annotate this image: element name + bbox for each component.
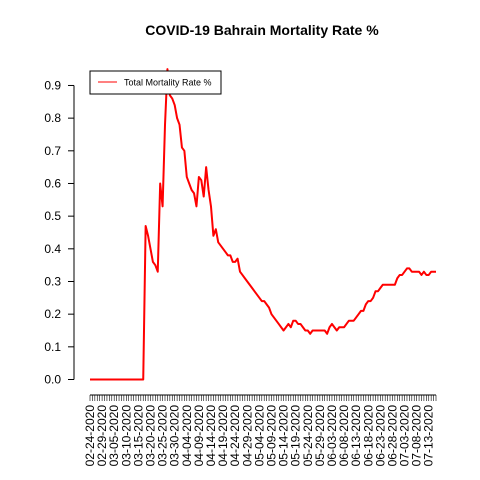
x-tick-label: 06-13-2020 [349,405,363,467]
x-tick-label: 06-23-2020 [373,405,387,467]
x-tick-label: 05-19-2020 [289,405,303,467]
series-layer [90,68,436,381]
x-tick-label: 03-15-2020 [131,405,145,467]
x-axis: 02-24-202002-29-202003-05-202003-10-2020… [83,394,437,467]
x-tick-label: 03-20-2020 [143,405,157,467]
x-tick-label: 05-24-2020 [301,405,315,467]
x-tick-label: 04-24-2020 [228,405,242,467]
x-tick-label: 05-14-2020 [277,405,291,467]
y-tick-label: 0.5 [44,209,61,223]
x-tick-label: 07-13-2020 [422,405,436,467]
y-tick-label: 0.1 [44,340,61,354]
x-tick-label: 06-18-2020 [361,405,375,467]
series-line-total-mortality-rate [90,68,436,381]
legend-label: Total Mortality Rate % [124,78,212,88]
x-tick-label: 07-03-2020 [398,405,412,467]
y-tick-label: 0.3 [44,274,61,288]
x-tick-label: 03-05-2020 [107,405,121,467]
x-tick-label: 04-29-2020 [240,405,254,467]
x-tick-label: 05-09-2020 [264,405,278,467]
x-tick-label: 03-30-2020 [168,405,182,467]
x-tick-label: 03-10-2020 [119,405,133,467]
x-tick-label: 04-14-2020 [204,405,218,467]
y-tick-label: 0.4 [44,242,61,256]
x-tick-label: 02-24-2020 [83,405,97,467]
legend: Total Mortality Rate % [89,70,222,95]
y-tick-label: 0.9 [44,78,61,92]
y-tick-label: 0.8 [44,111,61,125]
x-tick-label: 02-29-2020 [95,405,109,467]
x-tick-label: 04-19-2020 [216,405,230,467]
y-tick-label: 0.0 [44,373,61,387]
x-tick-label: 04-09-2020 [192,405,206,467]
y-tick-label: 0.7 [44,144,61,158]
x-tick-label: 07-08-2020 [410,405,424,467]
x-tick-label: 06-03-2020 [325,405,339,467]
y-tick-label: 0.6 [44,176,61,190]
chart-title: COVID-19 Bahrain Mortality Rate % [145,22,379,38]
x-tick-label: 05-29-2020 [313,405,327,467]
x-tick-label: 04-04-2020 [180,405,194,467]
y-tick-label: 0.2 [44,307,61,321]
x-tick-label: 03-25-2020 [156,405,170,467]
x-tick-label: 05-04-2020 [252,405,266,467]
legend-box [89,70,222,95]
x-tick-label: 06-28-2020 [385,405,399,467]
x-tick-label: 06-08-2020 [337,405,351,467]
y-axis: 0.0 0.1 0.2 0.3 0.4 0.5 0.6 0.7 0.8 0.9 [44,78,75,387]
